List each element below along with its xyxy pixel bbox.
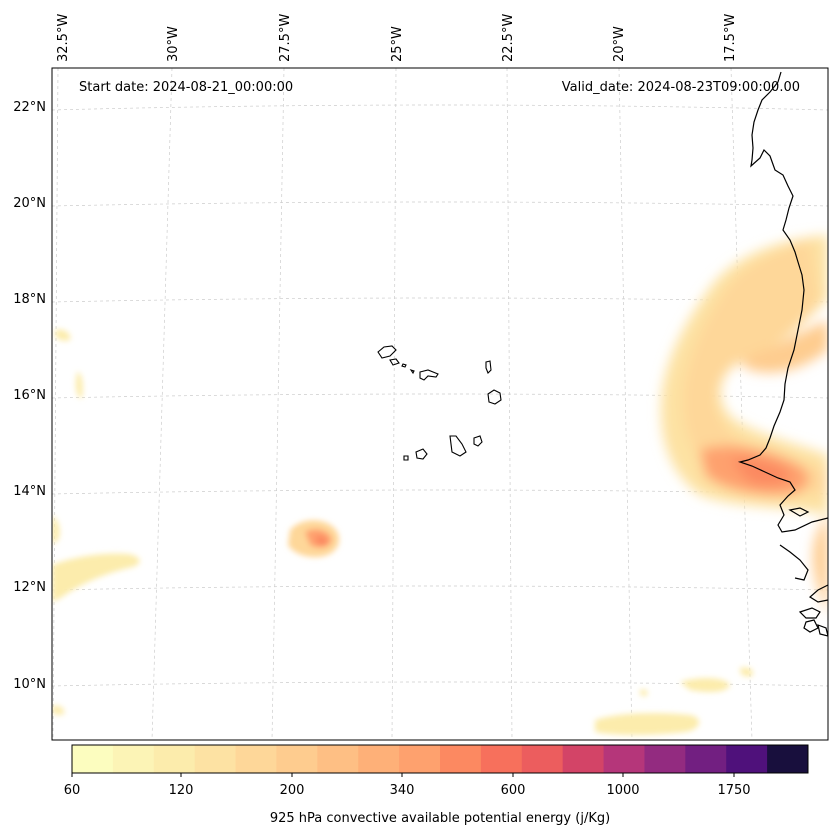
lat-label: 20°N	[13, 196, 46, 211]
lon-label: 25°W	[390, 26, 405, 62]
island-sao-nicolau	[419, 369, 439, 381]
colorbar-swatch	[153, 745, 196, 773]
lat-label: 16°N	[13, 388, 46, 403]
island-sal	[485, 360, 492, 374]
island-santiago	[449, 435, 467, 457]
longitude-labels: 32.5°W 30°W 27.5°W 25°W 22.5°W 20°W 17.5…	[56, 14, 738, 62]
lon-label: 17.5°W	[723, 14, 738, 62]
lon-label: 32.5°W	[56, 14, 71, 62]
island-maio	[473, 435, 483, 447]
colorbar-swatch	[767, 745, 809, 773]
island-boa-vista	[487, 389, 502, 405]
colorbar-tick-label: 600	[501, 783, 526, 798]
colorbar-tick-label: 120	[169, 783, 194, 798]
lat-label: 22°N	[13, 100, 46, 115]
lat-label: 18°N	[13, 292, 46, 307]
colorbar-swatch	[480, 745, 523, 773]
cape-region-west-band	[52, 553, 140, 602]
colorbar-tick-label: 1750	[717, 783, 750, 798]
colorbar-swatch	[235, 745, 277, 773]
island-fogo	[415, 448, 428, 460]
colorbar-swatch	[276, 745, 318, 773]
lon-label: 30°W	[166, 26, 181, 62]
island-brava	[403, 455, 409, 461]
africa-coastline	[737, 71, 828, 533]
cape-verde-islands	[377, 345, 502, 461]
colorbar-swatch	[440, 745, 482, 773]
lon-label: 20°W	[612, 26, 627, 62]
lat-label: 12°N	[13, 580, 46, 595]
island-santo-antao	[377, 345, 397, 359]
map-content	[52, 68, 828, 740]
colorbar-ticks	[71, 773, 735, 777]
colorbar-swatch	[399, 745, 441, 773]
colorbar-swatch	[562, 745, 605, 773]
valid-date-label: Valid_date: 2024-08-23T09:00:00.00	[562, 80, 800, 95]
lon-label: 27.5°W	[278, 14, 293, 62]
island-sao-vicente	[389, 358, 400, 366]
colorbar-swatch	[685, 745, 727, 773]
colorbar-swatch	[194, 745, 237, 773]
colorbar-tick-label: 340	[390, 783, 415, 798]
colorbar-swatch	[644, 745, 686, 773]
lat-label: 10°N	[13, 677, 46, 692]
colorbar-swatches	[72, 745, 809, 773]
map-panel	[51, 67, 829, 741]
coastlines	[737, 71, 828, 637]
colorbar-swatch	[112, 745, 155, 773]
colorbar-swatch	[358, 745, 400, 773]
colorbar-swatch	[726, 745, 768, 773]
gridlines	[52, 68, 828, 740]
colorbar-swatch	[521, 745, 564, 773]
lat-label: 14°N	[13, 484, 46, 499]
cape-region-southern-band	[595, 713, 700, 735]
colorbar-tick-label: 200	[280, 783, 305, 798]
lon-label: 22.5°W	[501, 14, 516, 62]
colorbar-tick-label: 1000	[606, 783, 639, 798]
colorbar-swatch	[603, 745, 645, 773]
colorbar: 60 120 200 340 600 1000 1750 925 hPa con…	[64, 744, 809, 826]
colorbar-title: 925 hPa convective available potential e…	[270, 811, 610, 826]
map-frame	[51, 67, 829, 741]
cape-shading	[52, 235, 828, 735]
latitude-labels: 22°N 20°N 18°N 16°N 14°N 12°N 10°N	[13, 100, 46, 692]
colorbar-swatch	[72, 745, 114, 773]
colorbar-tick-label: 60	[64, 783, 81, 798]
colorbar-frame	[71, 744, 809, 774]
colorbar-swatch	[317, 745, 359, 773]
start-date-label: Start date: 2024-08-21_00:00:00	[79, 80, 293, 95]
